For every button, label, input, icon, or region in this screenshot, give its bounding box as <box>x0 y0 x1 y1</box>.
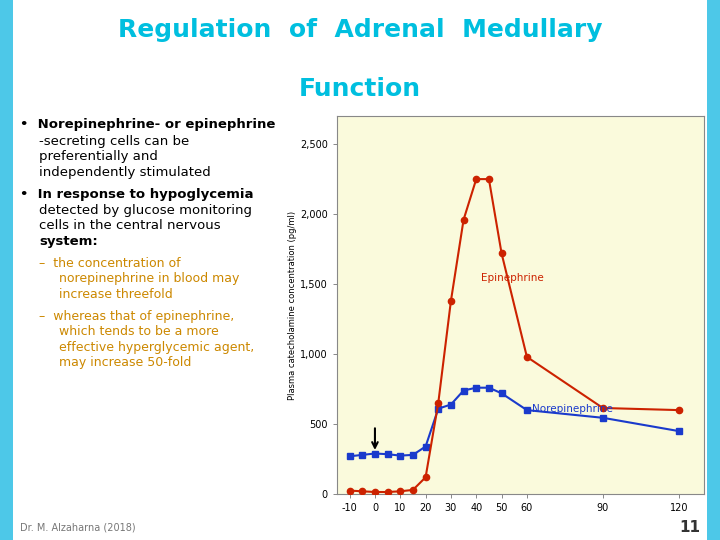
Text: norepinephrine in blood may: norepinephrine in blood may <box>59 272 240 285</box>
Text: •  In response to hypoglycemia: • In response to hypoglycemia <box>19 188 253 201</box>
Text: increase threefold: increase threefold <box>59 288 173 301</box>
Text: Regulation  of  Adrenal  Medullary: Regulation of Adrenal Medullary <box>118 18 602 42</box>
Text: Norepinephrine: Norepinephrine <box>532 403 613 414</box>
Text: which tends to be a more: which tends to be a more <box>59 325 219 338</box>
Text: –  the concentration of: – the concentration of <box>40 256 181 269</box>
Text: may increase 50-fold: may increase 50-fold <box>59 356 192 369</box>
Text: cells in the central nervous: cells in the central nervous <box>40 219 221 232</box>
Text: preferentially and: preferentially and <box>40 150 158 163</box>
Text: -secreting cells can be: -secreting cells can be <box>40 134 189 147</box>
Y-axis label: Plasma catecholamine concentration (pg/ml): Plasma catecholamine concentration (pg/m… <box>288 211 297 400</box>
Text: –  whereas that of epinephrine,: – whereas that of epinephrine, <box>40 309 235 322</box>
Text: Epinephrine: Epinephrine <box>481 273 544 284</box>
Text: Dr. M. Alzaharna (2018): Dr. M. Alzaharna (2018) <box>20 523 135 533</box>
Text: •  Norepinephrine- or epinephrine: • Norepinephrine- or epinephrine <box>19 118 275 131</box>
Text: system:: system: <box>40 235 98 248</box>
Text: Function: Function <box>299 77 421 100</box>
X-axis label: Minutes before or after insulin injection: Minutes before or after insulin injectio… <box>431 517 610 526</box>
Text: 11: 11 <box>679 521 700 535</box>
Text: independently stimulated: independently stimulated <box>40 166 211 179</box>
Text: detected by glucose monitoring: detected by glucose monitoring <box>40 204 253 217</box>
Text: effective hyperglycemic agent,: effective hyperglycemic agent, <box>59 341 255 354</box>
